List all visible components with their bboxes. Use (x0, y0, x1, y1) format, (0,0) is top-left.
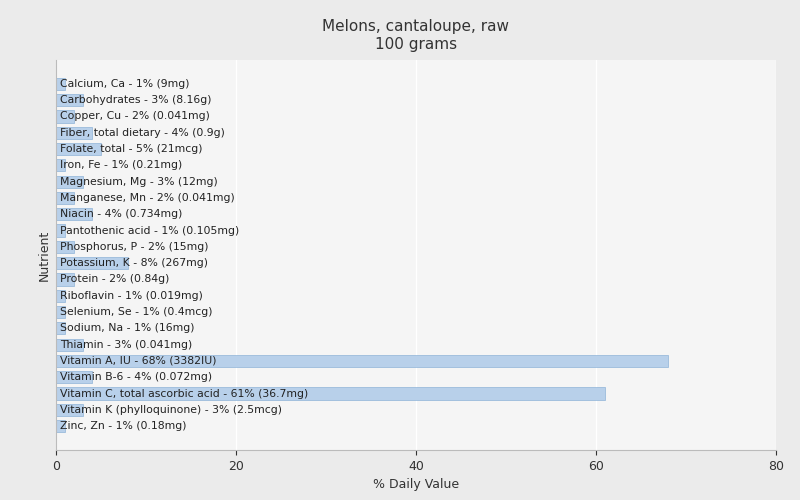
Text: Iron, Fe - 1% (0.21mg): Iron, Fe - 1% (0.21mg) (60, 160, 182, 170)
Text: Pantothenic acid - 1% (0.105mg): Pantothenic acid - 1% (0.105mg) (60, 226, 239, 235)
Text: Riboflavin - 1% (0.019mg): Riboflavin - 1% (0.019mg) (60, 291, 202, 301)
Bar (56, 240, 74, 253)
Bar (56, 355, 668, 367)
Bar (56, 78, 65, 90)
Bar (56, 290, 65, 302)
Bar (56, 371, 92, 384)
Text: Calcium, Ca - 1% (9mg): Calcium, Ca - 1% (9mg) (60, 79, 189, 89)
Bar (56, 420, 65, 432)
Bar (56, 257, 128, 270)
Bar (56, 306, 65, 318)
Text: Phosphorus, P - 2% (15mg): Phosphorus, P - 2% (15mg) (60, 242, 208, 252)
Bar (56, 338, 83, 351)
Text: Vitamin B-6 - 4% (0.072mg): Vitamin B-6 - 4% (0.072mg) (60, 372, 212, 382)
Bar (56, 94, 83, 106)
Text: Vitamin C, total ascorbic acid - 61% (36.7mg): Vitamin C, total ascorbic acid - 61% (36… (60, 388, 308, 398)
Text: Niacin - 4% (0.734mg): Niacin - 4% (0.734mg) (60, 209, 182, 219)
Title: Melons, cantaloupe, raw
100 grams: Melons, cantaloupe, raw 100 grams (322, 20, 510, 52)
Bar (56, 159, 65, 172)
Text: Protein - 2% (0.84g): Protein - 2% (0.84g) (60, 274, 169, 284)
Bar (56, 110, 74, 122)
Text: Selenium, Se - 1% (0.4mcg): Selenium, Se - 1% (0.4mcg) (60, 307, 212, 317)
Bar (56, 224, 65, 236)
Bar (56, 322, 65, 334)
Text: Manganese, Mn - 2% (0.041mg): Manganese, Mn - 2% (0.041mg) (60, 193, 234, 203)
Text: Zinc, Zn - 1% (0.18mg): Zinc, Zn - 1% (0.18mg) (60, 421, 186, 431)
Text: Vitamin A, IU - 68% (3382IU): Vitamin A, IU - 68% (3382IU) (60, 356, 216, 366)
Bar (56, 126, 92, 139)
Text: Sodium, Na - 1% (16mg): Sodium, Na - 1% (16mg) (60, 324, 194, 334)
Bar (56, 192, 74, 204)
Bar (56, 404, 83, 416)
Bar (56, 274, 74, 285)
Text: Folate, total - 5% (21mcg): Folate, total - 5% (21mcg) (60, 144, 202, 154)
Y-axis label: Nutrient: Nutrient (38, 230, 50, 280)
X-axis label: % Daily Value: % Daily Value (373, 478, 459, 492)
Text: Magnesium, Mg - 3% (12mg): Magnesium, Mg - 3% (12mg) (60, 176, 218, 186)
Bar (56, 176, 83, 188)
Bar (56, 388, 605, 400)
Text: Carbohydrates - 3% (8.16g): Carbohydrates - 3% (8.16g) (60, 95, 211, 105)
Text: Thiamin - 3% (0.041mg): Thiamin - 3% (0.041mg) (60, 340, 192, 349)
Text: Vitamin K (phylloquinone) - 3% (2.5mcg): Vitamin K (phylloquinone) - 3% (2.5mcg) (60, 405, 282, 415)
Text: Potassium, K - 8% (267mg): Potassium, K - 8% (267mg) (60, 258, 208, 268)
Text: Copper, Cu - 2% (0.041mg): Copper, Cu - 2% (0.041mg) (60, 112, 210, 122)
Bar (56, 208, 92, 220)
Bar (56, 143, 101, 155)
Text: Fiber, total dietary - 4% (0.9g): Fiber, total dietary - 4% (0.9g) (60, 128, 225, 138)
